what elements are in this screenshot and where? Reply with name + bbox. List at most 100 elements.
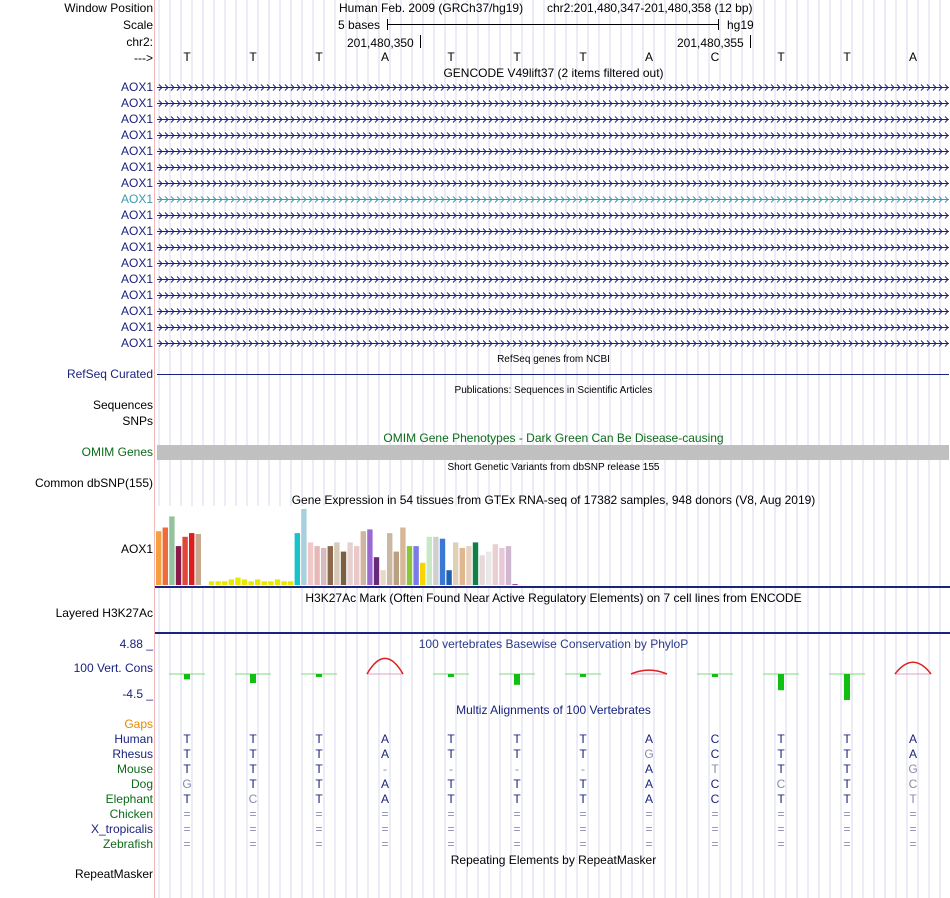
phylop-label[interactable]: 100 Vert. Cons — [73, 661, 153, 675]
dbsnp-title[interactable]: Short Genetic Variants from dbSNP releas… — [447, 462, 660, 473]
dbsnp-label[interactable]: Common dbSNP(155) — [34, 476, 153, 490]
strand-arrow — [368, 340, 373, 347]
strand-arrow — [218, 100, 223, 107]
refseq-label[interactable]: RefSeq Curated — [66, 367, 153, 381]
gencode-gene-line[interactable] — [157, 338, 950, 349]
multiz-species-label[interactable]: Dog — [130, 777, 153, 791]
gencode-gene-line[interactable] — [157, 258, 950, 269]
strand-arrow — [194, 84, 199, 91]
gtex-title[interactable]: Gene Expression in 54 tissues from GTEx … — [291, 493, 816, 507]
multiz-species-label[interactable]: Chicken — [109, 807, 153, 821]
gencode-gene-label[interactable]: AOX1 — [120, 240, 153, 254]
strand-arrow — [848, 84, 853, 91]
multiz-base: = — [777, 807, 785, 821]
strand-arrow — [392, 164, 397, 171]
publications-label-snps[interactable]: SNPs — [122, 414, 153, 428]
strand-arrow — [362, 196, 367, 203]
omim-label[interactable]: OMIM Genes — [81, 445, 153, 459]
strand-arrow — [518, 228, 523, 235]
gtex-bar-chart[interactable] — [155, 506, 535, 586]
gencode-gene-label[interactable]: AOX1 — [120, 128, 153, 142]
gencode-gene-line[interactable] — [157, 274, 950, 285]
publications-title[interactable]: Publications: Sequences in Scientific Ar… — [454, 385, 653, 396]
strand-arrow — [932, 116, 937, 123]
strand-arrow — [764, 180, 769, 187]
strand-arrow — [908, 324, 913, 331]
gencode-gene-line[interactable] — [157, 82, 950, 93]
multiz-species-label[interactable]: Human — [114, 732, 153, 746]
h3k27ac-title[interactable]: H3K27Ac Mark (Often Found Near Active Re… — [305, 591, 802, 605]
gencode-gene-label[interactable]: AOX1 — [120, 272, 153, 286]
gencode-gene-line[interactable] — [157, 178, 950, 189]
gencode-gene-label[interactable]: AOX1 — [120, 208, 153, 222]
multiz-species-label[interactable]: Rhesus — [112, 747, 153, 761]
position-readout[interactable]: chr2:201,480,347-201,480,358 (12 bp) — [547, 1, 753, 15]
strand-arrow — [158, 292, 163, 299]
gencode-gene-label[interactable]: AOX1 — [120, 80, 153, 94]
repeatmasker-title[interactable]: Repeating Elements by RepeatMasker — [450, 853, 657, 867]
gencode-title[interactable]: GENCODE V49lift37 (2 items filtered out) — [443, 66, 664, 80]
strand-arrow — [242, 276, 247, 283]
multiz-gaps-label[interactable]: Gaps — [124, 717, 153, 731]
strand-arrow — [674, 308, 679, 315]
gencode-gene-label[interactable]: AOX1 — [120, 144, 153, 158]
gencode-gene-label[interactable]: AOX1 — [120, 304, 153, 318]
gtex-gene-label[interactable]: AOX1 — [120, 542, 153, 556]
gencode-gene-line[interactable] — [157, 98, 950, 109]
gencode-gene-line[interactable] — [157, 322, 950, 333]
h3k27ac-label[interactable]: Layered H3K27Ac — [55, 606, 153, 620]
strand-arrow — [500, 84, 505, 91]
gtex-tissue-bar — [367, 529, 373, 585]
gencode-gene-label[interactable]: AOX1 — [120, 160, 153, 174]
refseq-title[interactable]: RefSeq genes from NCBI — [497, 354, 610, 365]
phylop-title[interactable]: 100 vertebrates Basewise Conservation by… — [418, 637, 689, 651]
omim-title[interactable]: OMIM Gene Phenotypes - Dark Green Can Be… — [383, 431, 724, 445]
strand-arrow — [908, 276, 913, 283]
strand-arrow — [422, 228, 427, 235]
gencode-gene-line[interactable] — [157, 194, 950, 205]
publications-label-sequences[interactable]: Sequences — [92, 398, 153, 412]
gencode-gene-line[interactable] — [157, 114, 950, 125]
gencode-gene-label[interactable]: AOX1 — [120, 96, 153, 110]
strand-arrow — [374, 292, 379, 299]
gencode-gene-line[interactable] — [157, 226, 950, 237]
strand-arrow — [812, 340, 817, 347]
multiz-species-label[interactable]: X_tropicalis — [90, 822, 153, 836]
gencode-gene-line[interactable] — [157, 162, 950, 173]
strand-arrow — [866, 244, 871, 251]
strand-arrow — [260, 308, 265, 315]
gencode-gene-label[interactable]: AOX1 — [120, 320, 153, 334]
gencode-gene-label[interactable]: AOX1 — [120, 336, 153, 350]
gencode-gene-line[interactable] — [157, 146, 950, 157]
gencode-gene-line[interactable] — [157, 130, 950, 141]
gencode-gene-label[interactable]: AOX1 — [120, 192, 153, 206]
strand-arrow — [284, 340, 289, 347]
phylop-chart[interactable] — [157, 648, 950, 700]
gencode-gene-label[interactable]: AOX1 — [120, 176, 153, 190]
gencode-gene-label[interactable]: AOX1 — [120, 288, 153, 302]
multiz-species-label[interactable]: Elephant — [105, 792, 153, 806]
strand-arrow — [578, 228, 583, 235]
repeatmasker-label[interactable]: RepeatMasker — [74, 867, 153, 881]
multiz-species-label[interactable]: Zebrafish — [102, 837, 153, 851]
gencode-gene-label[interactable]: AOX1 — [120, 256, 153, 270]
gencode-gene-label[interactable]: AOX1 — [120, 112, 153, 126]
strand-arrow — [788, 100, 793, 107]
gencode-gene-line[interactable] — [157, 306, 950, 317]
strand-arrow — [824, 148, 829, 155]
refseq-gene-line[interactable] — [157, 374, 949, 375]
gtex-tissue-bar — [268, 581, 274, 585]
strand-arrow — [638, 116, 643, 123]
gencode-gene-label[interactable]: AOX1 — [120, 224, 153, 238]
multiz-title[interactable]: Multiz Alignments of 100 Vertebrates — [456, 703, 651, 717]
gencode-gene-line[interactable] — [157, 210, 950, 221]
gencode-gene-line[interactable] — [157, 290, 950, 301]
omim-gene-bar[interactable] — [157, 445, 949, 460]
strand-arrow — [710, 212, 715, 219]
strand-arrow — [494, 84, 499, 91]
strand-arrow — [866, 324, 871, 331]
gencode-gene-line[interactable] — [157, 242, 950, 253]
strand-arrow — [392, 340, 397, 347]
multiz-species-label[interactable]: Mouse — [116, 762, 153, 776]
gtex-tissue-bar — [400, 527, 406, 585]
